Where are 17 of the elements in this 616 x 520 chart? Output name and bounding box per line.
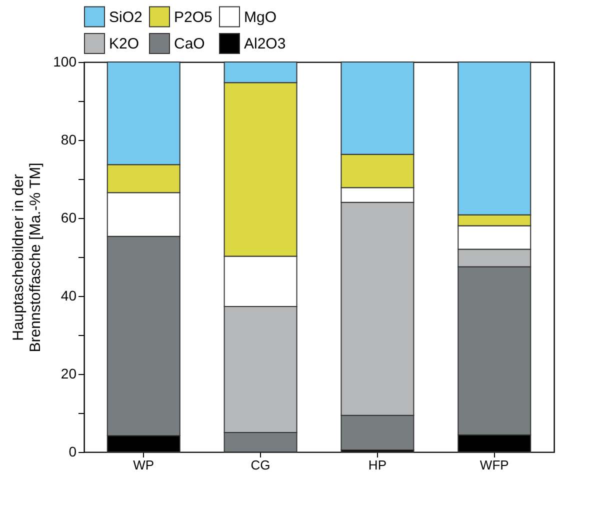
legend-label: P2O5: [174, 8, 212, 26]
y-tick-label: 100: [53, 54, 77, 70]
legend-label: CaO: [174, 36, 205, 52]
x-tick-label: WP: [133, 458, 154, 472]
legend-label: K2O: [109, 36, 140, 52]
legend-label: Al2O3: [244, 36, 286, 52]
y-tick-label: 80: [60, 132, 77, 148]
legend-label: MgO: [244, 8, 277, 26]
y-axis-title: Hauptaschebildner in der Brennstoffasche [Ma.-% TM]: [10, 162, 44, 352]
legend-label: SiO2: [109, 8, 142, 26]
y-tick-label: 20: [60, 366, 77, 382]
x-tick-label: WFP: [480, 458, 509, 472]
x-tick-label: CG: [250, 458, 270, 472]
y-tick-label: 0: [68, 444, 77, 460]
x-tick-label: HP: [368, 458, 386, 472]
y-tick-label: 40: [60, 288, 77, 304]
y-tick-label: 60: [60, 210, 77, 226]
